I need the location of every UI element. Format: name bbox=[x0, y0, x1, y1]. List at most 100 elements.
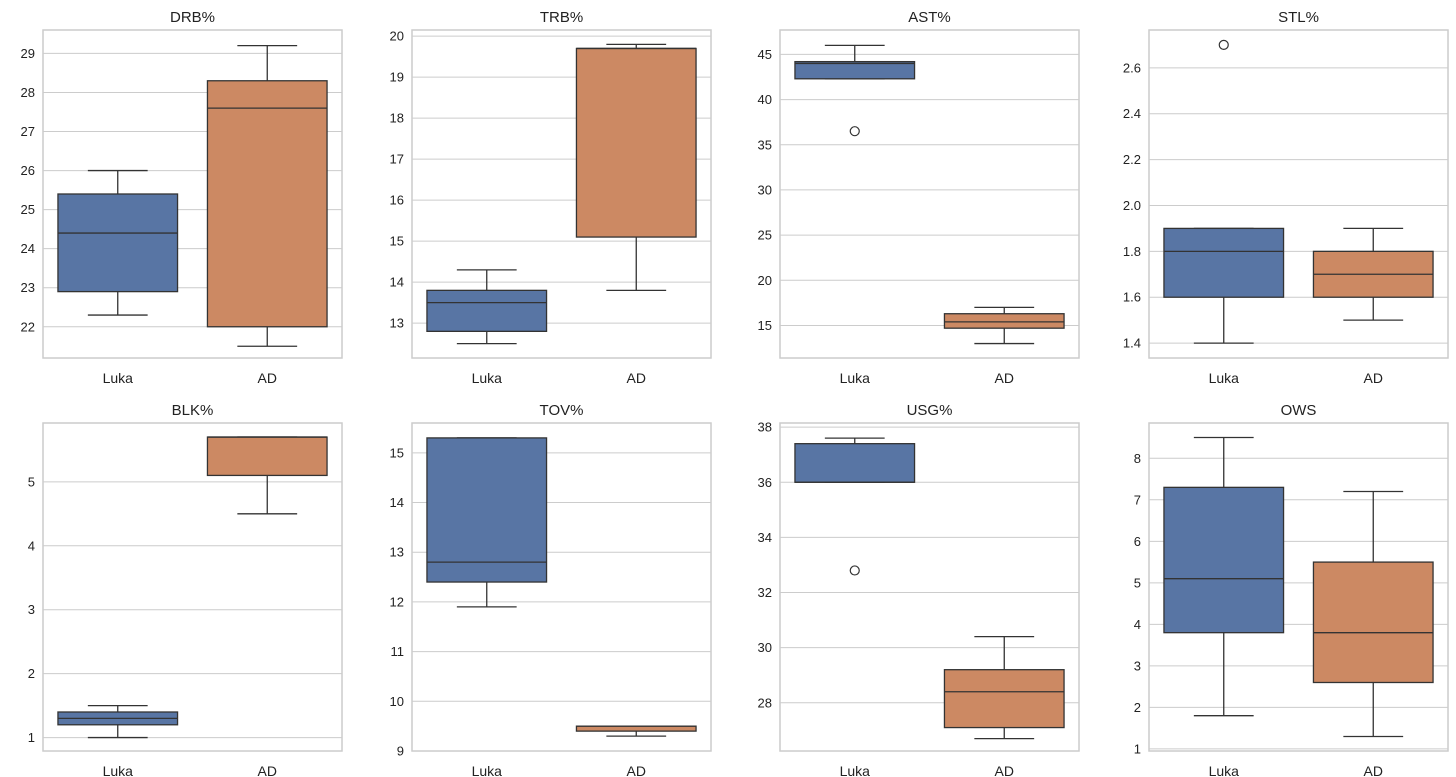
y-tick-label: 45 bbox=[758, 47, 772, 62]
box-iqr bbox=[1312, 561, 1434, 684]
chart-title: DRB% bbox=[170, 9, 215, 26]
y-tick-label: 30 bbox=[758, 640, 772, 655]
y-tick-label: 1.8 bbox=[1123, 244, 1141, 259]
y-tick-label: 1 bbox=[1134, 741, 1141, 756]
x-tick-label: Luka bbox=[103, 763, 134, 777]
y-tick-label: 13 bbox=[390, 545, 404, 560]
y-tick-label: 20 bbox=[390, 29, 404, 44]
box-ad bbox=[943, 635, 1065, 740]
y-tick-label: 25 bbox=[758, 228, 772, 243]
box-iqr bbox=[1163, 227, 1285, 298]
plot-frame bbox=[411, 29, 712, 359]
plot-frame bbox=[779, 422, 1080, 752]
y-tick-label: 23 bbox=[21, 280, 35, 295]
chart-panel-tov-pct: 9 10 11 12 13 14 15 Luka AD TOV% bbox=[390, 402, 712, 777]
y-tick-label: 2 bbox=[28, 666, 35, 681]
y-tick-label: 2.0 bbox=[1123, 198, 1141, 213]
y-tick-label: 35 bbox=[758, 137, 772, 152]
y-tick-label: 2.2 bbox=[1123, 152, 1141, 167]
y-tick-label: 15 bbox=[758, 318, 772, 333]
box-luka bbox=[57, 169, 179, 316]
y-tick-label: 40 bbox=[758, 92, 772, 107]
y-tick-label: 38 bbox=[758, 420, 772, 435]
box-iqr bbox=[794, 60, 916, 80]
box-iqr bbox=[575, 47, 697, 238]
y-tick-label: 14 bbox=[390, 495, 404, 510]
y-tick-label: 28 bbox=[758, 695, 772, 710]
x-tick-label: Luka bbox=[472, 763, 503, 777]
y-tick-label: 4 bbox=[1134, 617, 1141, 632]
y-tick-label: 30 bbox=[758, 182, 772, 197]
box-ad bbox=[943, 306, 1065, 345]
x-tick-label: Luka bbox=[840, 370, 871, 386]
y-tick-label: 11 bbox=[391, 644, 405, 659]
y-tick-label: 8 bbox=[1134, 451, 1141, 466]
box-ad bbox=[1312, 490, 1434, 738]
plot-frame bbox=[42, 422, 343, 752]
plot-frame bbox=[1148, 29, 1449, 359]
x-tick-label: AD bbox=[258, 370, 277, 386]
y-tick-label: 1.4 bbox=[1123, 336, 1141, 351]
chart-title: OWS bbox=[1281, 402, 1317, 419]
x-tick-label: AD bbox=[995, 370, 1014, 386]
y-tick-label: 19 bbox=[390, 70, 404, 85]
chart-panel-stl-pct: 1.4 1.6 1.8 2.0 2.2 2.4 2.6 Luka AD STL% bbox=[1123, 9, 1449, 386]
y-tick-label: 20 bbox=[758, 273, 772, 288]
plot-frame bbox=[779, 29, 1080, 359]
y-tick-label: 34 bbox=[758, 530, 772, 545]
box-iqr bbox=[794, 443, 916, 483]
y-tick-label: 4 bbox=[28, 538, 35, 553]
y-tick-label: 29 bbox=[21, 46, 35, 61]
box-ad bbox=[206, 44, 328, 347]
y-tick-label: 25 bbox=[21, 202, 35, 217]
outlier-point bbox=[849, 126, 860, 137]
box-iqr bbox=[1163, 486, 1285, 634]
chart-title: STL% bbox=[1278, 9, 1319, 26]
x-tick-label: Luka bbox=[840, 763, 871, 777]
y-tick-label: 22 bbox=[21, 319, 35, 334]
y-tick-label: 9 bbox=[397, 744, 404, 759]
x-tick-label: AD bbox=[1364, 763, 1383, 777]
y-tick-label: 6 bbox=[1134, 534, 1141, 549]
box-ad bbox=[575, 725, 697, 737]
box-ad bbox=[206, 436, 328, 515]
chart-title: TRB% bbox=[540, 9, 583, 26]
y-tick-label: 1 bbox=[28, 730, 35, 745]
box-ad bbox=[575, 43, 697, 292]
plot-frame bbox=[1148, 422, 1449, 752]
box-luka bbox=[1163, 39, 1285, 344]
x-tick-label: AD bbox=[627, 763, 646, 777]
box-luka bbox=[794, 437, 916, 576]
box-iqr bbox=[206, 436, 328, 477]
chart-title: AST% bbox=[908, 9, 951, 26]
y-tick-label: 13 bbox=[390, 316, 404, 331]
outlier-point bbox=[849, 565, 860, 576]
box-ad bbox=[1312, 227, 1434, 321]
x-tick-label: Luka bbox=[472, 370, 503, 386]
y-tick-label: 7 bbox=[1134, 492, 1141, 507]
y-tick-label: 15 bbox=[390, 234, 404, 249]
chart-title: USG% bbox=[907, 402, 953, 419]
y-tick-label: 12 bbox=[390, 594, 404, 609]
y-tick-label: 32 bbox=[758, 585, 772, 600]
y-tick-label: 2.4 bbox=[1123, 106, 1141, 121]
x-tick-label: AD bbox=[995, 763, 1014, 777]
chart-panel-trb-pct: 13 14 15 16 17 18 19 20 Luka AD TRB% bbox=[390, 9, 712, 386]
chart-panel-ast-pct: 15 20 25 30 35 40 45 Luka AD AST% bbox=[758, 9, 1080, 386]
box-luka bbox=[426, 437, 548, 608]
chart-panel-ows: 1 2 3 4 5 6 7 8 Luka AD OWS bbox=[1134, 402, 1449, 777]
y-tick-label: 2.6 bbox=[1123, 60, 1141, 75]
y-tick-label: 27 bbox=[21, 124, 35, 139]
x-tick-label: Luka bbox=[103, 370, 134, 386]
y-tick-label: 1.6 bbox=[1123, 290, 1141, 305]
y-tick-label: 24 bbox=[21, 241, 35, 256]
chart-panel-blk-pct: 1 2 3 4 5 Luka AD BLK% bbox=[28, 402, 343, 777]
y-tick-label: 36 bbox=[758, 475, 772, 490]
y-tick-label: 14 bbox=[390, 275, 404, 290]
x-tick-label: AD bbox=[1364, 370, 1383, 386]
y-tick-label: 28 bbox=[21, 85, 35, 100]
y-tick-label: 3 bbox=[1134, 658, 1141, 673]
y-tick-label: 5 bbox=[1134, 575, 1141, 590]
box-iqr bbox=[57, 193, 179, 293]
chart-title: TOV% bbox=[540, 402, 584, 419]
